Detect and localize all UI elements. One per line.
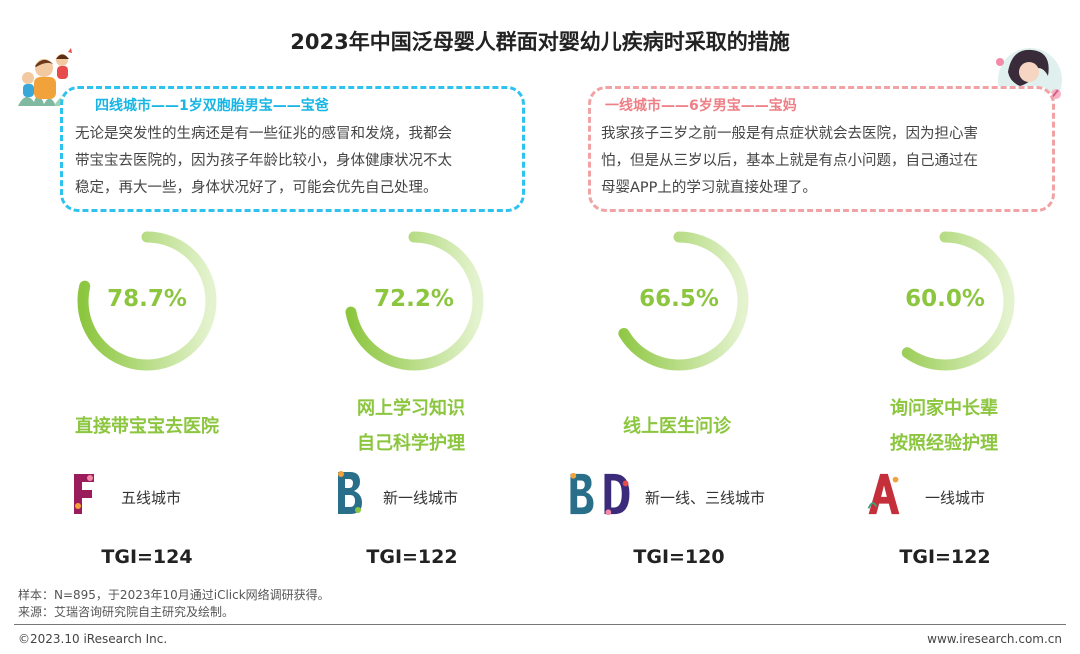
gauge-percent: 78.7% <box>107 286 187 312</box>
gauge-ring <box>77 231 217 371</box>
copyright-text: ©2023.10 iResearch Inc. <box>18 632 168 646</box>
city-tier-label: 一线城市 <box>925 489 986 507</box>
measure-label: 线上医生问诊 <box>552 409 802 444</box>
gauge-ring <box>609 231 749 371</box>
tgi-value: TGI=122 <box>366 546 458 568</box>
gauge-percent: 72.2% <box>374 286 454 312</box>
gauge-online-doctor: 66.5% <box>604 226 754 376</box>
measure-line: 线上医生问诊 <box>623 416 731 437</box>
father-twins-illustration <box>14 44 84 110</box>
measure-line: 自己科学护理 <box>357 433 465 454</box>
tgi-value: TGI=122 <box>899 546 991 568</box>
source-note: 来源：艾瑞咨询研究院自主研究及绘制。 <box>18 605 235 619</box>
gauge-hospital: 78.7% <box>72 226 222 376</box>
sample-note: 样本：N=895，于2023年10月通过iClick网络调研获得。 <box>18 588 330 602</box>
city-tier-label: 五线城市 <box>121 489 182 507</box>
gauge-percent: 60.0% <box>905 286 985 312</box>
quote-box-mother: 一线城市——6岁男宝——宝妈 我家孩子三岁之前一般是有点症状就会去医院，因为担心… <box>588 86 1055 212</box>
quote-line: 无论是突发性的生病还是有一些征兆的感冒和发烧，我都会 <box>75 126 452 142</box>
quote-line: 母婴APP上的学习就直接处理了。 <box>601 180 817 196</box>
footer-divider <box>14 624 1066 625</box>
gauge-ask-elders: 60.0% <box>870 226 1020 376</box>
letter-b-icon <box>570 472 594 515</box>
quote-header: 一线城市——6岁男宝——宝妈 <box>601 95 801 115</box>
measure-label: 网上学习知识 自己科学护理 <box>286 391 536 461</box>
measure-line: 按照经验护理 <box>890 433 998 454</box>
quote-line: 怕，但是从三岁以后，基本上就是有点小问题，自己通过在 <box>601 153 978 169</box>
quote-header: 四线城市——1岁双胞胎男宝——宝爸 <box>91 95 333 115</box>
city-tier-label: 新一线城市 <box>383 489 459 507</box>
quote-line: 我家孩子三岁之前一般是有点症状就会去医院，因为担心害 <box>601 126 978 142</box>
measure-label: 询问家中长辈 按照经验护理 <box>819 391 1069 461</box>
gauge-arc <box>609 231 749 371</box>
gauge-arc <box>77 231 217 371</box>
page-title: 2023年中国泛母婴人群面对婴幼儿疾病时采取的措施 <box>290 30 790 54</box>
quote-box-father: 四线城市——1岁双胞胎男宝——宝爸 无论是突发性的生病还是有一些征兆的感冒和发烧… <box>60 86 525 212</box>
gauge-online-learning: 72.2% <box>339 226 489 376</box>
city-tier-label: 新一线、三线城市 <box>645 489 766 507</box>
gauge-ring <box>344 231 484 371</box>
letter-f-icon <box>74 474 94 514</box>
tgi-value: TGI=120 <box>633 546 725 568</box>
quote-line: 带宝宝去医院的，因为孩子年龄比较小，身体健康状况不太 <box>75 153 452 169</box>
measure-line: 直接带宝宝去医院 <box>75 416 219 437</box>
gauge-arc <box>344 231 484 371</box>
measure-label: 直接带宝宝去医院 <box>22 409 272 444</box>
gauge-ring <box>875 231 1015 371</box>
quote-text: 无论是突发性的生病还是有一些征兆的感冒和发烧，我都会 带宝宝去医院的，因为孩子年… <box>75 121 512 202</box>
measure-line: 询问家中长辈 <box>890 398 998 419</box>
letter-d-icon <box>604 473 630 516</box>
measure-line: 网上学习知识 <box>357 398 465 419</box>
website-link[interactable]: www.iresearch.com.cn <box>927 632 1062 646</box>
gauge-arc <box>875 231 1015 371</box>
notes: 样本：N=895，于2023年10月通过iClick网络调研获得。 来源：艾瑞咨… <box>18 587 330 621</box>
quote-text: 我家孩子三岁之前一般是有点症状就会去医院，因为担心害 怕，但是从三岁以后，基本上… <box>601 121 1042 202</box>
tgi-value: TGI=124 <box>101 546 193 568</box>
letter-a-icon <box>867 473 900 515</box>
letter-b-icon <box>338 471 362 514</box>
quote-line: 稳定，再大一些，身体状况好了，可能会优先自己处理。 <box>75 180 438 196</box>
gauge-percent: 66.5% <box>639 286 719 312</box>
